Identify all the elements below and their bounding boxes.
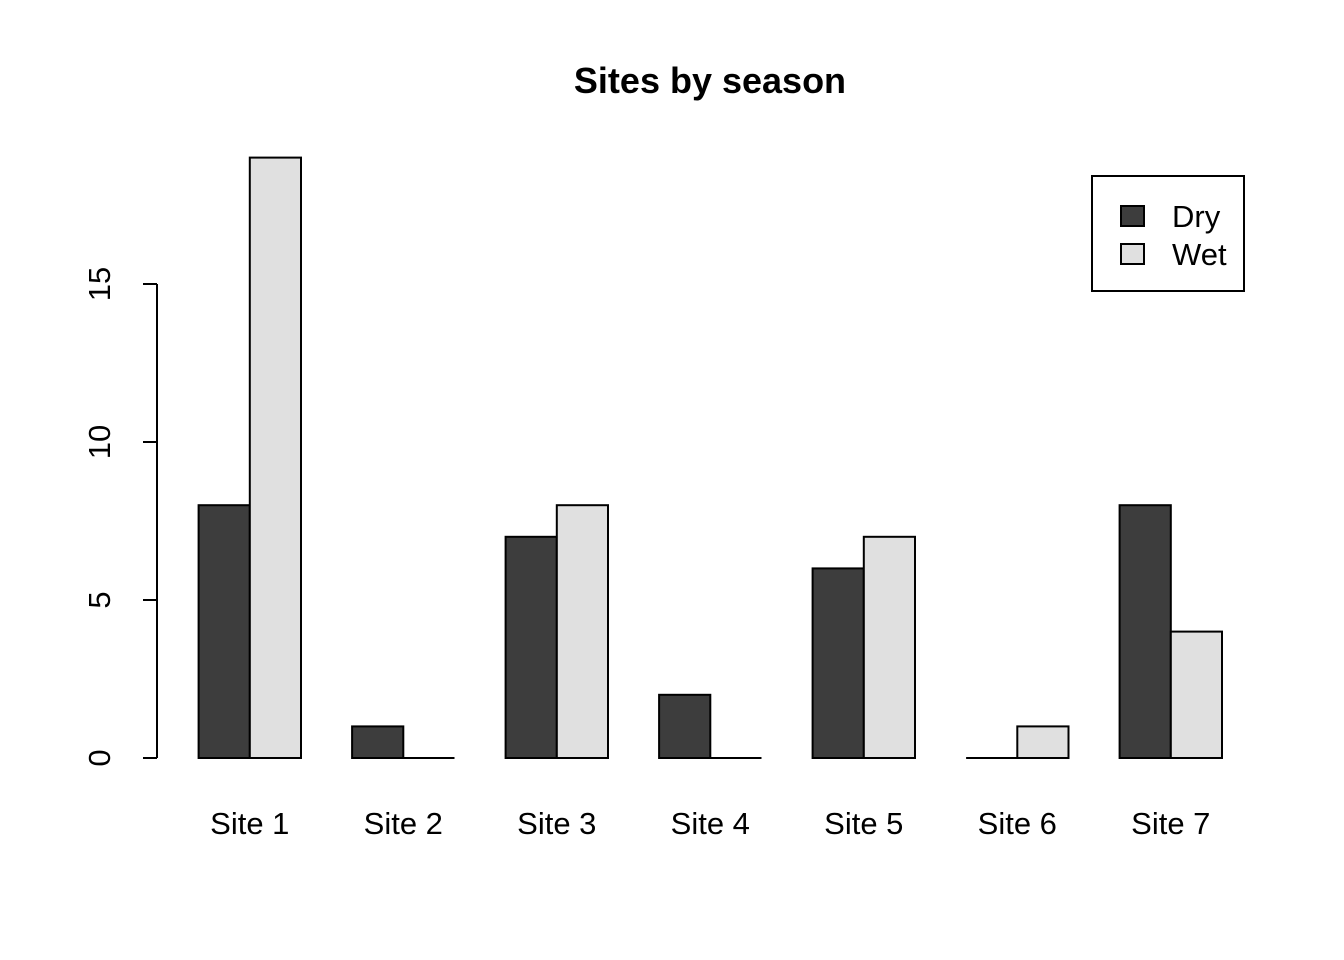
bar-dry	[351, 725, 405, 760]
x-category-label: Site 4	[671, 806, 750, 841]
y-tick-label: 10	[82, 425, 117, 459]
bar-dry	[811, 567, 865, 760]
bar-wet	[1016, 725, 1070, 760]
x-category-label: Site 2	[364, 806, 443, 841]
y-tick-label: 0	[82, 749, 117, 766]
legend-label-wet: Wet	[1172, 237, 1227, 272]
bar-wet	[555, 504, 609, 760]
bar-dry	[658, 693, 712, 759]
legend-swatch-wet	[1120, 243, 1145, 265]
x-category-label: Site 6	[978, 806, 1057, 841]
x-category-label: Site 7	[1131, 806, 1210, 841]
bar-wet	[248, 156, 303, 760]
legend-label-dry: Dry	[1172, 199, 1221, 234]
bar-dry	[1118, 504, 1172, 760]
bar-dry	[504, 535, 558, 759]
legend-swatch-dry	[1120, 205, 1145, 227]
x-axis-labels: Site 1 Site 2 Site 3 Site 4 Site 5 Site 6 Site…	[210, 806, 1210, 841]
y-tick-label: 5	[82, 591, 117, 608]
x-category-label: Site 5	[824, 806, 903, 841]
bars	[197, 156, 1224, 760]
y-axis: 0 5 10 15	[82, 267, 158, 767]
y-tick-label: 15	[82, 267, 117, 301]
chart-title: Sites by season	[574, 60, 846, 101]
bar-wet	[862, 535, 916, 759]
legend-box	[1091, 175, 1245, 292]
bar-wet	[1169, 630, 1224, 759]
x-category-label: Site 1	[210, 806, 289, 841]
bar-dry	[197, 504, 251, 760]
x-category-label: Site 3	[517, 806, 596, 841]
